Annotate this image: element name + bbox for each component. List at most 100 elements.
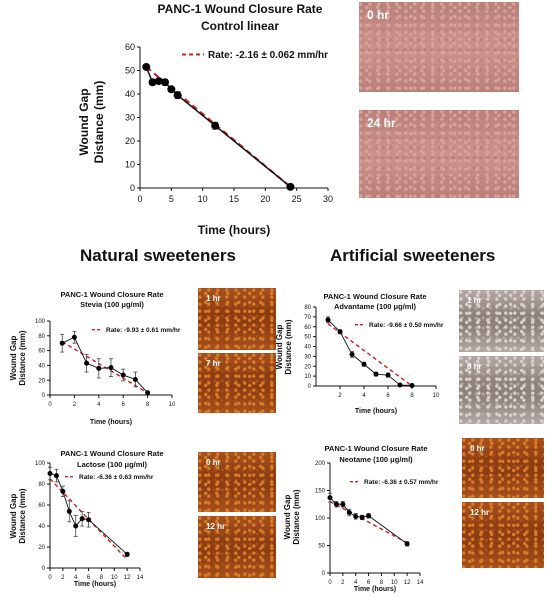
chart-3: PANC-1 Wound Closure Rate Lactose (100 μg… <box>9 449 164 588</box>
micrograph-control-24hr: 24 hr <box>359 110 519 198</box>
data-point <box>353 513 359 519</box>
x-tick-label: 14 <box>417 580 424 586</box>
section-title-natural: Natural sweeteners <box>80 246 236 265</box>
y-tick-label: 80 <box>38 334 45 340</box>
data-point <box>173 91 182 100</box>
y-axis-label: Distance (mm) <box>18 488 27 543</box>
micrograph-label: 24 hr <box>367 116 396 130</box>
chart-subtitle: Stevia (100 μg/ml) <box>80 300 144 309</box>
micrograph-label: 0 hr <box>367 8 390 22</box>
x-tick-label: 10 <box>433 393 440 399</box>
chart-4: PANC-1 Wound Closure Rate Neotame (100 μg… <box>283 444 439 593</box>
y-tick-label: 0 <box>308 384 312 390</box>
micrograph-label: 0 hr <box>206 458 221 467</box>
x-tick-label: 8 <box>380 580 384 586</box>
y-axis-label: Wound Gap <box>283 495 292 540</box>
data-point <box>145 390 151 396</box>
micrograph-label: 8 hr <box>467 362 482 371</box>
x-tick-label: 4 <box>74 575 78 581</box>
chart-subtitle: Advantame (100 μg/ml) <box>334 302 417 311</box>
x-tick-label: 0 <box>48 575 52 581</box>
x-tick-label: 0 <box>328 580 332 586</box>
y-axis-label: Wound Gap <box>9 336 18 381</box>
x-tick-label: 14 <box>137 575 144 581</box>
data-point <box>366 513 372 519</box>
fit-line <box>329 500 408 544</box>
y-tick-label: 40 <box>38 364 45 370</box>
legend-text: Rate: -6.36 ± 0.63 mm/hr <box>79 474 154 481</box>
x-tick-label: 0 <box>137 194 142 204</box>
data-point <box>361 361 367 367</box>
x-tick-label: 10 <box>391 580 398 586</box>
y-tick-label: 20 <box>38 378 45 384</box>
legend-text: Rate: -2.16 ± 0.062 mm/hr <box>208 50 328 61</box>
y-tick-label: 60 <box>38 503 45 509</box>
y-tick-label: 20 <box>38 545 45 551</box>
y-tick-label: 10 <box>304 374 311 380</box>
y-axis-label: Distance (mm) <box>92 81 106 164</box>
x-tick-label: 6 <box>122 402 126 408</box>
y-tick-label: 30 <box>304 354 311 360</box>
micrograph-lactose-12hr: 12 hr <box>198 516 276 578</box>
chart-title: PANC-1 Wound Closure Rate <box>323 292 426 301</box>
data-point <box>59 340 65 346</box>
data-point <box>397 382 403 388</box>
x-axis-label: Time (hours) <box>198 223 270 237</box>
data-point <box>346 510 352 515</box>
data-point <box>84 360 90 366</box>
data-point <box>385 372 391 378</box>
y-tick-label: 200 <box>315 461 326 467</box>
data-point <box>79 516 85 522</box>
x-tick-label: 10 <box>111 575 118 581</box>
micrograph-neotame-0hr: 0 hr <box>462 438 544 498</box>
chart-subtitle: Lactose (100 μg/ml) <box>77 460 148 469</box>
chart-title: PANC-1 Wound Closure Rate <box>60 290 163 299</box>
x-tick-label: 4 <box>97 402 101 408</box>
chart-title: PANC-1 Wound Closure Rate <box>60 449 163 458</box>
data-point <box>373 371 379 377</box>
legend-text: Rate: -9.66 ± 0.50 mm/hr <box>369 322 444 329</box>
micrograph-label: 12 hr <box>206 522 226 531</box>
data-point <box>73 523 79 529</box>
x-axis-label: Time (hours) <box>90 419 132 426</box>
data-point <box>108 365 114 371</box>
x-tick-label: 20 <box>260 194 270 204</box>
data-point <box>132 376 138 382</box>
y-tick-label: 0 <box>130 183 135 193</box>
chart-subtitle: Control linear <box>201 19 279 33</box>
data-point <box>47 471 53 476</box>
y-tick-label: 70 <box>304 315 311 321</box>
x-tick-label: 8 <box>100 575 104 581</box>
micrograph-advantame-1hr: 1 hr <box>459 290 544 352</box>
data-point <box>161 78 170 87</box>
data-point <box>142 62 151 71</box>
data-point <box>211 121 220 130</box>
x-tick-label: 12 <box>404 580 411 586</box>
data-line <box>327 319 413 386</box>
data-point <box>409 383 415 389</box>
y-tick-label: 0 <box>322 571 326 577</box>
micrograph-advantame-8hr: 8 hr <box>459 356 544 424</box>
chart-title: PANC-1 Wound Closure Rate <box>158 2 323 16</box>
y-tick-label: 50 <box>304 335 311 341</box>
x-tick-label: 2 <box>73 402 77 408</box>
x-tick-label: 12 <box>124 575 131 581</box>
data-point <box>333 501 339 507</box>
micrograph-control-0hr: 0 hr <box>359 2 519 92</box>
x-tick-label: 6 <box>367 580 371 586</box>
y-tick-label: 40 <box>38 524 45 530</box>
data-point <box>404 541 410 547</box>
chart-0: PANC-1 Wound Closure Rate Control linear 0… <box>77 2 333 237</box>
micrograph-neotame-12hr: 12 hr <box>462 502 544 568</box>
x-axis-label: Time (hours) <box>354 586 396 593</box>
y-tick-label: 60 <box>304 325 311 331</box>
y-tick-label: 100 <box>35 461 46 467</box>
y-axis-label: Distance (mm) <box>292 489 301 544</box>
fit-line <box>327 323 413 387</box>
x-tick-label: 8 <box>410 393 414 399</box>
data-point <box>66 508 72 514</box>
x-tick-label: 6 <box>87 575 91 581</box>
legend-text: Rate: -6.36 ± 0.57 mm/hr <box>364 479 439 486</box>
y-tick-label: 80 <box>304 305 311 311</box>
